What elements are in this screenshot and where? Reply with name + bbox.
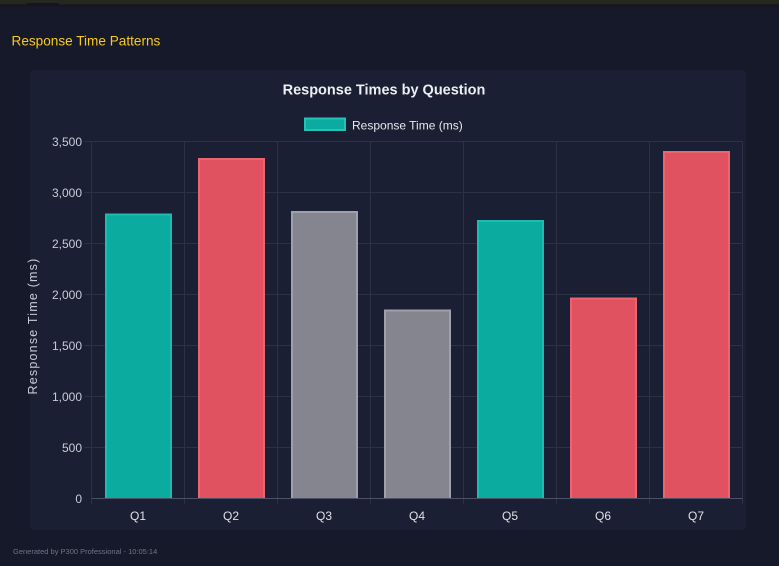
svg-text:2,000: 2,000: [52, 288, 82, 302]
svg-text:Response Time Patterns: Response Time Patterns: [12, 34, 161, 49]
svg-text:3,500: 3,500: [52, 135, 82, 149]
svg-text:Q6: Q6: [595, 509, 611, 523]
svg-text:Generated by P300 Professional: Generated by P300 Professional - 10:05:1…: [13, 547, 157, 556]
svg-text:500: 500: [62, 441, 82, 455]
svg-text:0: 0: [75, 492, 82, 506]
svg-text:Q2: Q2: [223, 509, 239, 523]
svg-text:3,000: 3,000: [52, 186, 82, 200]
svg-text:Q3: Q3: [316, 509, 332, 523]
svg-text:Q1: Q1: [130, 509, 146, 523]
svg-text:Response Times by Question: Response Times by Question: [283, 83, 486, 99]
svg-text:1,000: 1,000: [52, 390, 82, 404]
svg-text:1,500: 1,500: [52, 339, 82, 353]
svg-text:Response Time (ms): Response Time (ms): [26, 258, 40, 395]
svg-text:Q4: Q4: [409, 509, 425, 523]
svg-text:Q7: Q7: [688, 509, 704, 523]
svg-text:Q5: Q5: [502, 509, 518, 523]
svg-text:Response Time (ms): Response Time (ms): [352, 119, 463, 133]
svg-text:2,500: 2,500: [52, 237, 82, 251]
